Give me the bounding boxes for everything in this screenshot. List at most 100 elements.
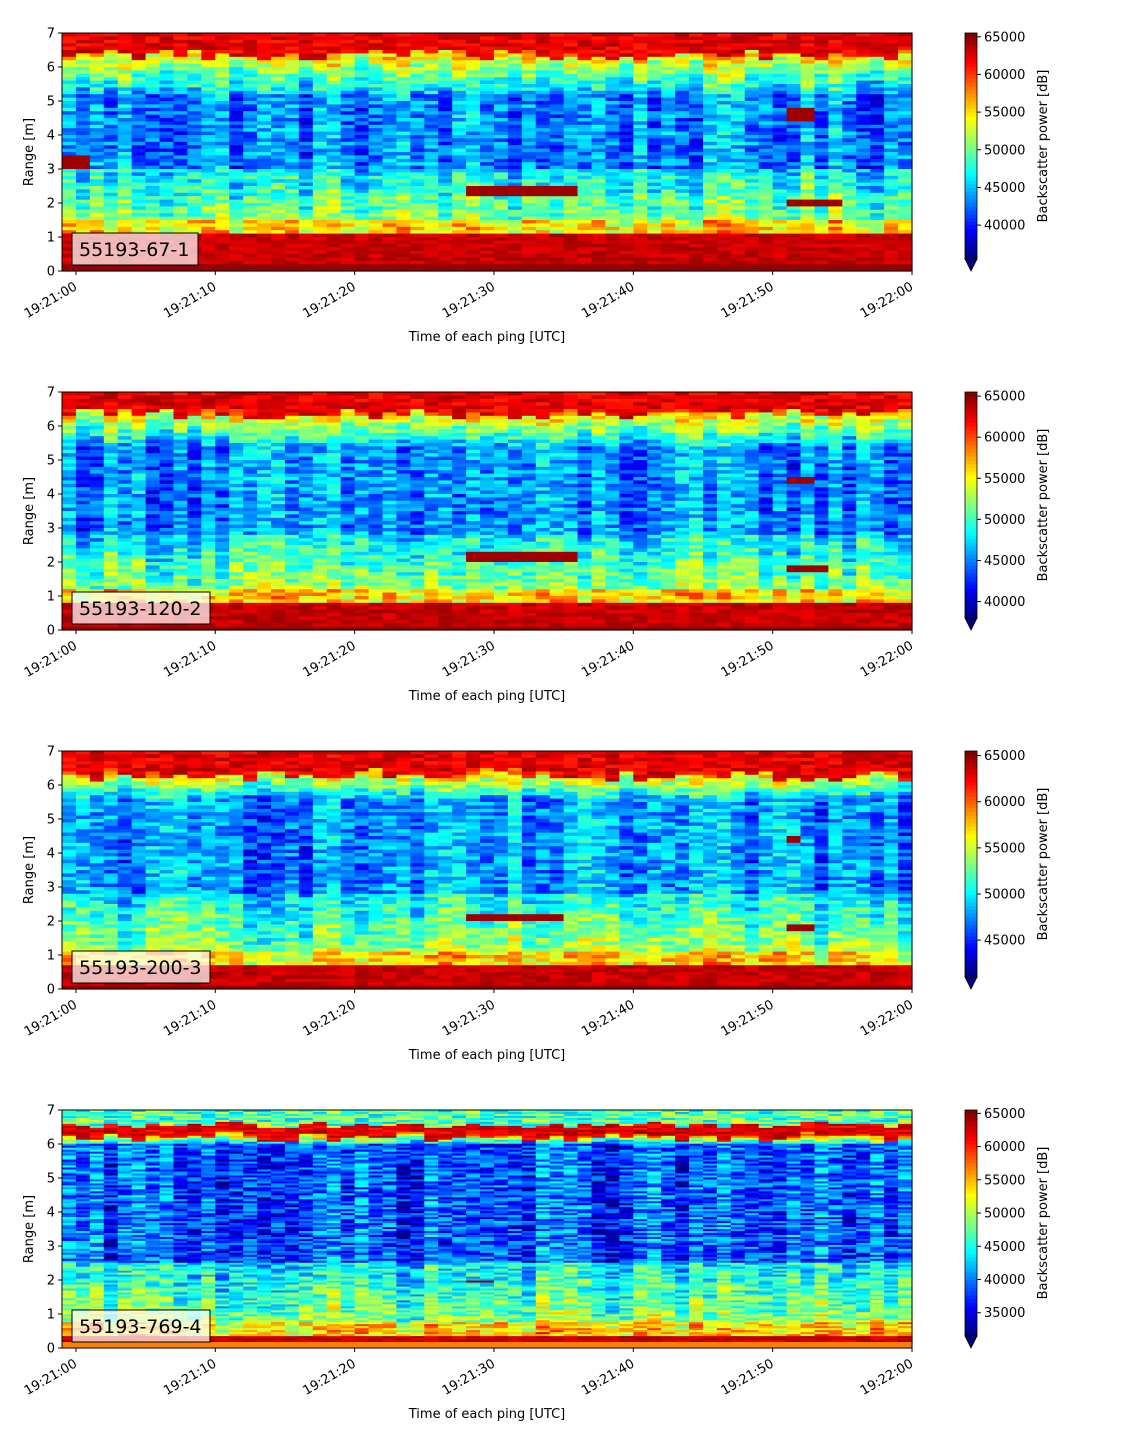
colorbar-extend-arrow xyxy=(964,617,978,631)
plot-frame xyxy=(61,32,913,272)
y-tick-label: 7 xyxy=(47,386,55,401)
y-tick-label: 4 xyxy=(47,1206,55,1221)
x-tick-label: 19:21:50 xyxy=(719,638,777,680)
x-tick-label: 19:21:10 xyxy=(161,279,219,321)
colorbar-label: Backscatter power [dB] xyxy=(1036,70,1051,223)
y-axis-ticks: 0 1 2 3 4 5 6 7 xyxy=(47,386,62,639)
y-tick-label: 0 xyxy=(47,983,55,998)
colorbar-tick-label: 45000 xyxy=(984,554,1025,569)
colorbar-extend-arrow xyxy=(964,1335,978,1349)
y-tick-label: 2 xyxy=(47,556,55,571)
x-axis-ticks: 19:21:00 19:21:10 19:21:20 19:21:30 19:21:40… xyxy=(22,1348,916,1399)
echogram-panel-3: 0 1 2 3 4 5 6 7 19:21:00 19:21:10 19:21:20 19:21:30… xyxy=(22,745,1051,1064)
x-axis-ticks: 19:21:00 19:21:10 19:21:20 19:21:30 19:21:40… xyxy=(22,271,916,322)
probe-label-box: 55193-67-1 xyxy=(71,232,199,266)
y-axis-label: Range [m] xyxy=(22,1195,37,1263)
x-tick-label: 19:22:00 xyxy=(858,279,916,321)
probe-label: 55193-769-4 xyxy=(79,1316,202,1338)
echogram-panel-4: 0 1 2 3 4 5 6 7 19:21:00 19:21:10 19:21:20 19:21:30… xyxy=(22,1104,1051,1423)
colorbar-label: Backscatter power [dB] xyxy=(1036,1147,1051,1300)
colorbar-tick-label: 50000 xyxy=(984,1207,1025,1222)
y-tick-label: 7 xyxy=(47,745,55,760)
colorbar-tick-label: 55000 xyxy=(984,1173,1025,1188)
y-tick-label: 6 xyxy=(47,61,55,76)
y-tick-label: 2 xyxy=(47,915,55,930)
plot-frame xyxy=(61,391,913,631)
colorbar-tick-label: 55000 xyxy=(984,841,1025,856)
y-tick-label: 5 xyxy=(47,1172,55,1187)
y-tick-label: 3 xyxy=(47,522,55,537)
colorbar: 40000 45000 50000 55000 60000 65000 Backscatte… xyxy=(964,390,1051,631)
y-axis-label: Range [m] xyxy=(22,477,37,545)
plot-frame xyxy=(61,1109,913,1349)
colorbar-tick-label: 65000 xyxy=(984,390,1025,405)
y-tick-label: 4 xyxy=(47,488,55,503)
y-tick-label: 1 xyxy=(47,949,55,964)
probe-label: 55193-67-1 xyxy=(79,239,189,261)
echogram-panel-1: 0 1 2 3 4 5 6 7 19:21:00 19:21:10 19:21:20 19:21:30… xyxy=(22,27,1051,346)
x-tick-label: 19:21:10 xyxy=(161,1356,219,1398)
y-tick-label: 2 xyxy=(47,1274,55,1289)
colorbar-tick-label: 40000 xyxy=(984,1273,1025,1288)
y-axis-label: Range [m] xyxy=(22,118,37,186)
y-tick-label: 7 xyxy=(47,27,55,42)
x-tick-label: 19:21:30 xyxy=(440,1356,498,1398)
x-tick-label: 19:21:20 xyxy=(301,1356,359,1398)
colorbar-tick-label: 55000 xyxy=(984,472,1025,487)
colorbar-tick-label: 50000 xyxy=(984,513,1025,528)
y-tick-label: 3 xyxy=(47,1240,55,1255)
x-tick-label: 19:21:50 xyxy=(719,279,777,321)
x-tick-label: 19:21:10 xyxy=(161,638,219,680)
x-tick-label: 19:21:00 xyxy=(22,997,80,1039)
y-tick-label: 1 xyxy=(47,1308,55,1323)
colorbar-tick-label: 65000 xyxy=(984,1107,1025,1122)
y-tick-label: 4 xyxy=(47,847,55,862)
y-tick-label: 7 xyxy=(47,1104,55,1119)
colorbar-tick-label: 60000 xyxy=(984,1140,1025,1155)
x-tick-label: 19:21:30 xyxy=(440,279,498,321)
y-tick-label: 0 xyxy=(47,265,55,280)
x-tick-label: 19:21:00 xyxy=(22,638,80,680)
x-tick-label: 19:21:50 xyxy=(719,1356,777,1398)
colorbar-tick-label: 45000 xyxy=(984,1240,1025,1255)
colorbar-tick-label: 65000 xyxy=(984,749,1025,764)
y-axis-ticks: 0 1 2 3 4 5 6 7 xyxy=(47,27,62,280)
y-tick-label: 6 xyxy=(47,420,55,435)
x-tick-label: 19:21:20 xyxy=(301,279,359,321)
x-tick-label: 19:21:30 xyxy=(440,638,498,680)
x-tick-label: 19:21:40 xyxy=(579,279,637,321)
y-tick-label: 6 xyxy=(47,1138,55,1153)
y-axis-ticks: 0 1 2 3 4 5 6 7 xyxy=(47,1104,62,1357)
y-tick-label: 6 xyxy=(47,779,55,794)
x-tick-label: 19:21:20 xyxy=(301,997,359,1039)
colorbar-extend-arrow xyxy=(964,976,978,990)
x-tick-label: 19:21:10 xyxy=(161,997,219,1039)
y-tick-label: 2 xyxy=(47,197,55,212)
echogram-panel-2: 0 1 2 3 4 5 6 7 19:21:00 19:21:10 19:21:20 19:21:30… xyxy=(22,386,1051,705)
heatmap-cells xyxy=(62,751,913,990)
x-tick-label: 19:21:50 xyxy=(719,997,777,1039)
y-tick-label: 0 xyxy=(47,1342,55,1357)
probe-label-box: 55193-769-4 xyxy=(71,1309,211,1343)
y-tick-label: 1 xyxy=(47,231,55,246)
y-tick-label: 4 xyxy=(47,129,55,144)
colorbar-tick-label: 35000 xyxy=(984,1306,1025,1321)
colorbar: 45000 50000 55000 60000 65000 Backscatter pow… xyxy=(964,749,1051,990)
colorbar-tick-label: 60000 xyxy=(984,795,1025,810)
colorbar-tick-label: 60000 xyxy=(984,431,1025,446)
y-tick-label: 5 xyxy=(47,95,55,110)
heatmap-cells xyxy=(62,1110,913,1349)
colorbar-tick-label: 40000 xyxy=(984,595,1025,610)
colorbar-tick-label: 55000 xyxy=(984,106,1025,121)
x-axis-label: Time of each ping [UTC] xyxy=(408,1407,566,1422)
colorbar-tick-label: 45000 xyxy=(984,181,1025,196)
y-axis-ticks: 0 1 2 3 4 5 6 7 xyxy=(47,745,62,998)
x-tick-label: 19:21:00 xyxy=(22,279,80,321)
y-tick-label: 0 xyxy=(47,624,55,639)
probe-label: 55193-200-3 xyxy=(79,957,202,979)
colorbar-tick-label: 60000 xyxy=(984,68,1025,83)
x-tick-label: 19:22:00 xyxy=(858,638,916,680)
x-tick-label: 19:21:40 xyxy=(579,997,637,1039)
colorbar-tick-label: 65000 xyxy=(984,30,1025,45)
